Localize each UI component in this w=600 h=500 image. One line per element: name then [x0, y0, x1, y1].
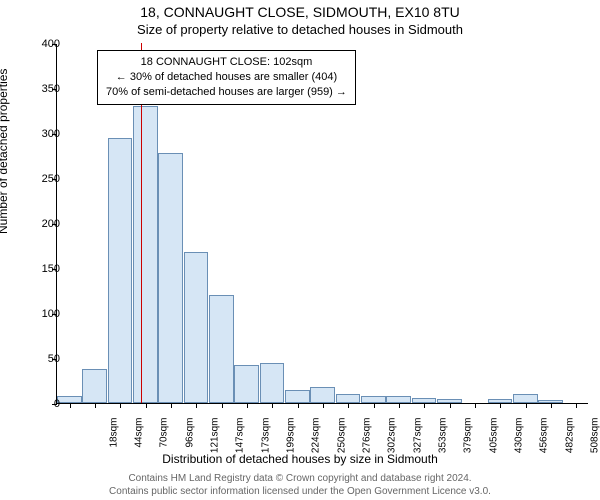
x-tick: [70, 403, 71, 408]
x-tick-label: 508sqm: [590, 418, 600, 466]
histogram-bar: [513, 394, 538, 403]
x-tick: [323, 403, 324, 408]
x-tick-label: 147sqm: [235, 418, 246, 466]
x-tick-label: 199sqm: [286, 418, 297, 466]
x-tick-label: 121sqm: [210, 418, 221, 466]
x-tick-label: 96sqm: [184, 418, 195, 466]
x-tick: [450, 403, 451, 408]
y-tick-label: 50: [20, 353, 60, 365]
x-tick-label: 405sqm: [488, 418, 499, 466]
y-tick-label: 250: [20, 173, 60, 185]
attribution-line2: Contains public sector information licen…: [109, 486, 491, 497]
histogram-bar: [108, 138, 133, 404]
x-tick-label: 224sqm: [311, 418, 322, 466]
y-axis-label: Number of detached properties: [0, 69, 10, 234]
x-tick: [298, 403, 299, 408]
y-tick-label: 100: [20, 308, 60, 320]
x-tick: [399, 403, 400, 408]
x-tick: [500, 403, 501, 408]
y-tick-label: 400: [20, 38, 60, 50]
histogram-bar: [336, 394, 361, 403]
annotation-box: 18 CONNAUGHT CLOSE: 102sqm ← 30% of detac…: [97, 50, 356, 105]
y-tick-label: 350: [20, 83, 60, 95]
x-tick: [348, 403, 349, 408]
x-tick: [272, 403, 273, 408]
x-tick-label: 70sqm: [159, 418, 170, 466]
x-tick-label: 250sqm: [336, 418, 347, 466]
histogram-bar: [234, 365, 259, 403]
x-tick-label: 173sqm: [260, 418, 271, 466]
histogram-bar: [133, 106, 158, 403]
histogram-bar: [285, 390, 310, 404]
x-tick: [146, 403, 147, 408]
x-tick: [424, 403, 425, 408]
x-tick-label: 456sqm: [539, 418, 550, 466]
x-tick: [576, 403, 577, 408]
histogram-bar: [386, 396, 411, 403]
x-tick-label: 482sqm: [564, 418, 575, 466]
histogram-bar: [260, 363, 285, 404]
attribution-text: Contains HM Land Registry data © Crown c…: [0, 472, 600, 498]
x-tick: [171, 403, 172, 408]
x-tick-label: 430sqm: [514, 418, 525, 466]
x-tick: [120, 403, 121, 408]
y-tick-label: 300: [20, 128, 60, 140]
x-tick-label: 379sqm: [463, 418, 474, 466]
x-tick-label: 353sqm: [438, 418, 449, 466]
x-tick: [196, 403, 197, 408]
x-tick-label: 276sqm: [362, 418, 373, 466]
x-tick: [551, 403, 552, 408]
x-axis-label: Distribution of detached houses by size …: [0, 452, 600, 466]
x-tick: [526, 403, 527, 408]
histogram-bar: [158, 153, 183, 403]
x-tick: [374, 403, 375, 408]
x-tick: [95, 403, 96, 408]
x-tick-label: 18sqm: [108, 418, 119, 466]
annotation-line2: ← 30% of detached houses are smaller (40…: [116, 71, 337, 83]
x-tick: [475, 403, 476, 408]
attribution-line1: Contains HM Land Registry data © Crown c…: [128, 473, 471, 484]
x-tick: [222, 403, 223, 408]
y-tick-label: 0: [20, 398, 60, 410]
histogram-bar: [310, 387, 335, 403]
histogram-bar: [361, 396, 386, 403]
x-tick: [247, 403, 248, 408]
chart-title-line2: Size of property relative to detached ho…: [0, 22, 600, 37]
histogram-bar: [184, 252, 209, 403]
x-tick-label: 327sqm: [412, 418, 423, 466]
chart-title-line1: 18, CONNAUGHT CLOSE, SIDMOUTH, EX10 8TU: [0, 4, 600, 20]
x-tick-label: 302sqm: [387, 418, 398, 466]
histogram-plot: 18 CONNAUGHT CLOSE: 102sqm ← 30% of detac…: [56, 44, 588, 404]
histogram-bar: [57, 396, 82, 403]
y-tick-label: 200: [20, 218, 60, 230]
histogram-bar: [209, 295, 234, 403]
annotation-line3: 70% of semi-detached houses are larger (…: [106, 86, 347, 98]
y-tick-label: 150: [20, 263, 60, 275]
chart-page: 18, CONNAUGHT CLOSE, SIDMOUTH, EX10 8TU …: [0, 0, 600, 500]
histogram-bar: [82, 369, 107, 403]
x-tick-label: 44sqm: [134, 418, 145, 466]
annotation-line1: 18 CONNAUGHT CLOSE: 102sqm: [141, 56, 313, 68]
